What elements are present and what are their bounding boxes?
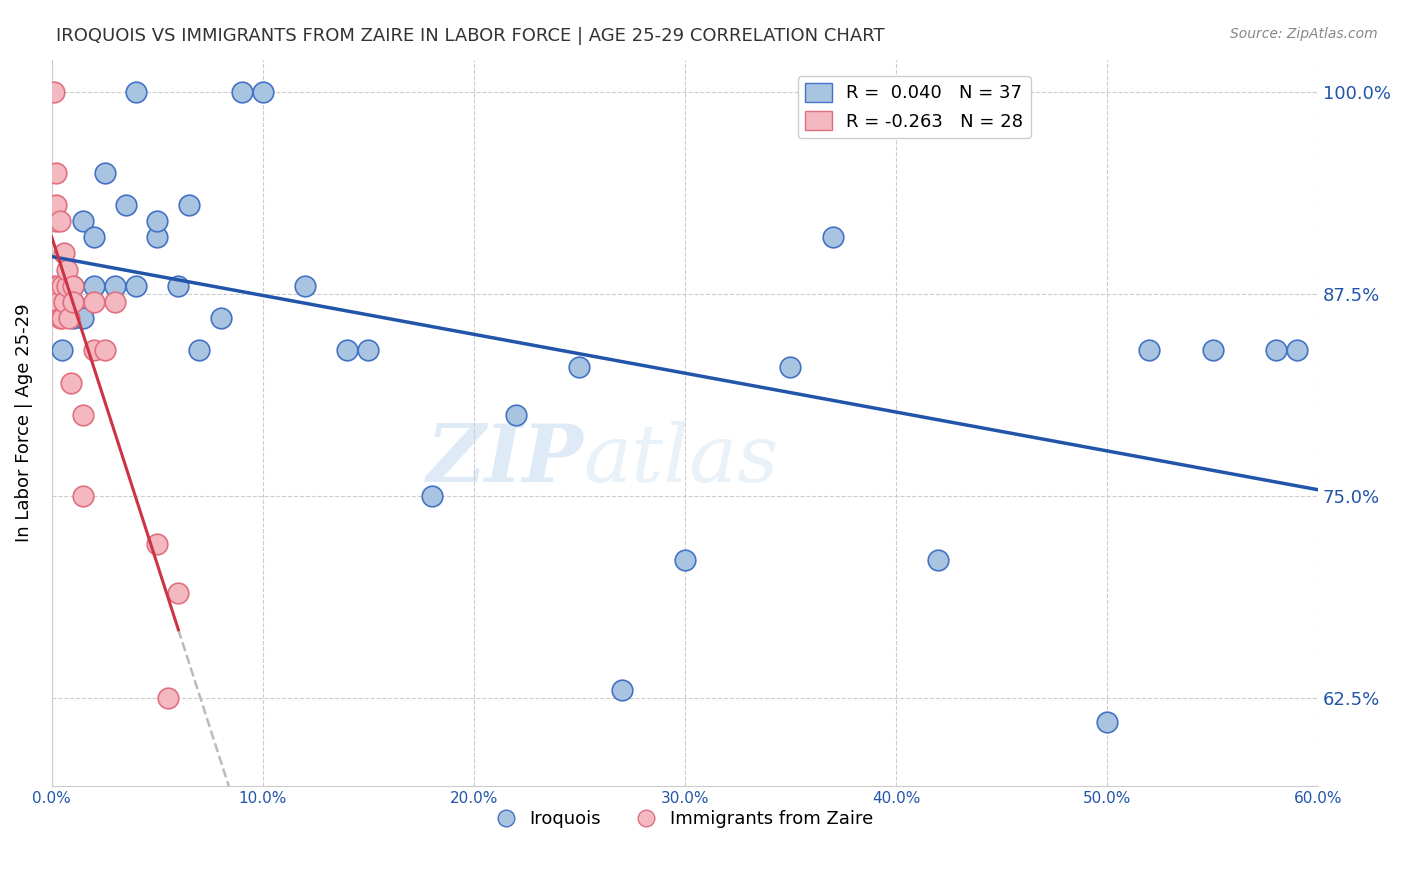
Immigrants from Zaire — [53, 294, 76, 309]
Iroquois — [505, 408, 527, 422]
Iroquois — [1285, 343, 1308, 358]
Immigrants from Zaire — [156, 690, 179, 705]
Iroquois — [821, 230, 844, 244]
Iroquois — [93, 166, 115, 180]
Iroquois — [125, 278, 148, 293]
Iroquois — [114, 198, 136, 212]
Iroquois — [610, 682, 633, 697]
Iroquois — [83, 278, 105, 293]
Iroquois — [146, 230, 169, 244]
Immigrants from Zaire — [83, 343, 105, 358]
Immigrants from Zaire — [45, 166, 67, 180]
Iroquois — [125, 85, 148, 99]
Immigrants from Zaire — [42, 85, 65, 99]
Immigrants from Zaire — [93, 343, 115, 358]
Iroquois — [104, 278, 127, 293]
Iroquois — [1095, 714, 1118, 729]
Iroquois — [72, 311, 94, 326]
Immigrants from Zaire — [72, 489, 94, 503]
Immigrants from Zaire — [49, 214, 72, 228]
Legend: Iroquois, Immigrants from Zaire: Iroquois, Immigrants from Zaire — [489, 803, 880, 836]
Immigrants from Zaire — [72, 408, 94, 422]
Immigrants from Zaire — [45, 198, 67, 212]
Iroquois — [51, 343, 73, 358]
Iroquois — [188, 343, 211, 358]
Immigrants from Zaire — [62, 278, 84, 293]
Immigrants from Zaire — [53, 246, 76, 260]
Immigrants from Zaire — [55, 278, 77, 293]
Iroquois — [927, 553, 949, 567]
Iroquois — [568, 359, 591, 374]
Immigrants from Zaire — [51, 311, 73, 326]
Iroquois — [1264, 343, 1286, 358]
Immigrants from Zaire — [59, 376, 82, 390]
Iroquois — [231, 85, 253, 99]
Immigrants from Zaire — [167, 585, 190, 599]
Immigrants from Zaire — [62, 294, 84, 309]
Iroquois — [252, 85, 274, 99]
Iroquois — [167, 278, 190, 293]
Text: atlas: atlas — [583, 421, 779, 498]
Iroquois — [336, 343, 359, 358]
Immigrants from Zaire — [45, 214, 67, 228]
Iroquois — [62, 311, 84, 326]
Immigrants from Zaire — [51, 278, 73, 293]
Immigrants from Zaire — [46, 294, 69, 309]
Iroquois — [1201, 343, 1223, 358]
Iroquois — [779, 359, 801, 374]
Immigrants from Zaire — [104, 294, 127, 309]
Iroquois — [83, 230, 105, 244]
Text: IROQUOIS VS IMMIGRANTS FROM ZAIRE IN LABOR FORCE | AGE 25-29 CORRELATION CHART: IROQUOIS VS IMMIGRANTS FROM ZAIRE IN LAB… — [56, 27, 884, 45]
Iroquois — [673, 553, 696, 567]
Immigrants from Zaire — [55, 262, 77, 277]
Immigrants from Zaire — [58, 311, 80, 326]
Iroquois — [420, 489, 443, 503]
Iroquois — [209, 311, 232, 326]
Iroquois — [294, 278, 316, 293]
Immigrants from Zaire — [46, 278, 69, 293]
Iroquois — [1137, 343, 1160, 358]
Text: Source: ZipAtlas.com: Source: ZipAtlas.com — [1230, 27, 1378, 41]
Immigrants from Zaire — [83, 294, 105, 309]
Iroquois — [146, 214, 169, 228]
Immigrants from Zaire — [146, 537, 169, 551]
Iroquois — [62, 278, 84, 293]
Immigrants from Zaire — [49, 311, 72, 326]
Iroquois — [72, 214, 94, 228]
Iroquois — [357, 343, 380, 358]
Y-axis label: In Labor Force | Age 25-29: In Labor Force | Age 25-29 — [15, 304, 32, 542]
Iroquois — [177, 198, 200, 212]
Immigrants from Zaire — [42, 278, 65, 293]
Iroquois — [62, 294, 84, 309]
Text: ZIP: ZIP — [427, 421, 583, 498]
